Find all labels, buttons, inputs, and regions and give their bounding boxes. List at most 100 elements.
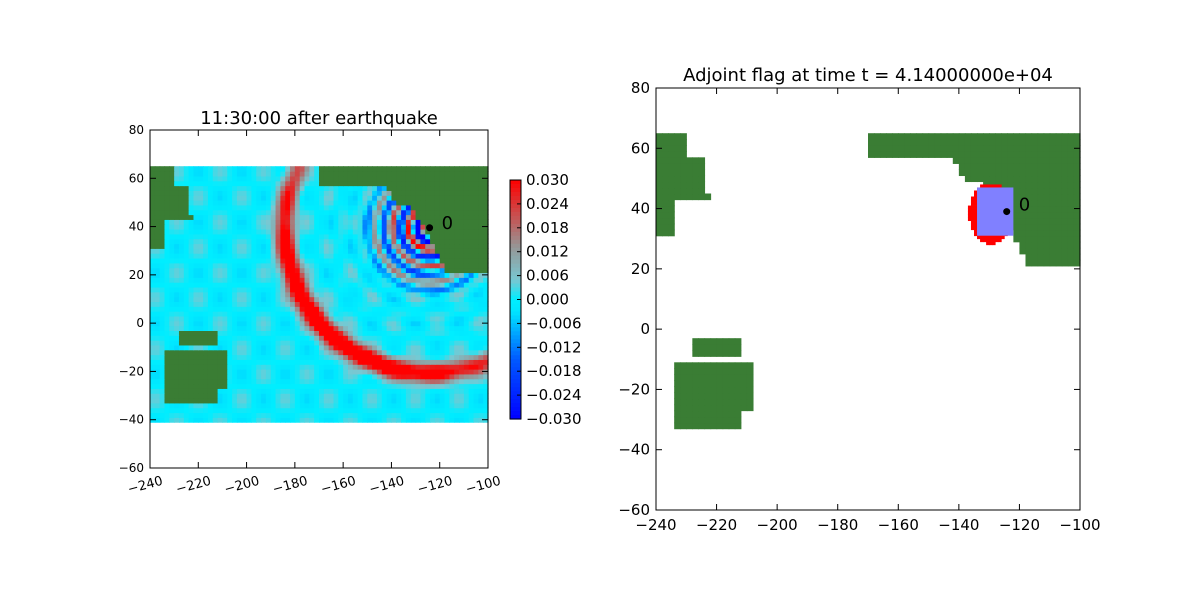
land-cell	[1019, 145, 1027, 152]
water-cell	[328, 204, 335, 211]
water-cell	[280, 306, 286, 312]
water-cell	[227, 272, 233, 278]
water-cell	[328, 200, 335, 206]
water-cell	[381, 267, 388, 274]
water-cell	[299, 291, 306, 298]
water-cell	[439, 359, 446, 365]
water-cell	[178, 306, 185, 312]
water-cell	[222, 238, 228, 245]
water-cell	[357, 364, 364, 370]
water-cell	[241, 407, 248, 414]
water-cell	[405, 233, 412, 240]
water-cell	[232, 238, 238, 245]
water-cell	[347, 267, 354, 274]
land-cell	[391, 175, 397, 182]
colorbar-segment	[510, 207, 521, 213]
land-cell	[391, 180, 397, 187]
water-cell	[246, 248, 252, 254]
water-cell	[193, 195, 199, 201]
water-cell	[425, 325, 431, 331]
water-cell	[333, 195, 339, 201]
water-cell	[459, 407, 465, 414]
water-cell	[444, 306, 450, 312]
water-cell	[304, 228, 310, 235]
water-cell	[444, 407, 450, 414]
water-cell	[241, 228, 248, 235]
land-cell	[338, 171, 344, 177]
water-cell	[183, 238, 190, 245]
water-cell	[352, 364, 359, 370]
water-cell	[468, 296, 475, 303]
land-cell	[473, 243, 479, 249]
water-cell	[270, 393, 277, 399]
land-cell	[668, 139, 675, 146]
x-tick-label: −200	[757, 516, 798, 534]
water-cell	[285, 195, 291, 201]
land-cell	[439, 171, 446, 177]
land-cell	[439, 253, 446, 259]
water-cell	[280, 214, 286, 220]
flag-cell	[974, 205, 978, 209]
land-cell	[1013, 133, 1021, 140]
water-cell	[227, 369, 233, 375]
water-cell	[396, 393, 402, 399]
x-tick-label: −140	[368, 474, 406, 498]
land-cell	[1013, 187, 1021, 195]
water-cell	[154, 378, 161, 385]
water-cell	[420, 325, 426, 331]
water-cell	[154, 262, 161, 269]
water-cell	[217, 253, 224, 259]
water-cell	[362, 383, 368, 389]
water-cell	[246, 340, 252, 346]
water-cell	[236, 296, 243, 303]
water-cell	[372, 388, 378, 394]
water-cell	[290, 349, 296, 356]
land-cell	[686, 368, 693, 375]
land-cell	[463, 166, 470, 172]
water-cell	[251, 417, 257, 423]
land-cell	[710, 338, 718, 345]
water-cell	[169, 238, 175, 245]
water-cell	[478, 407, 484, 414]
water-cell	[391, 224, 397, 230]
water-cell	[381, 301, 388, 307]
water-cell	[270, 369, 277, 375]
land-cell	[904, 139, 911, 146]
water-cell	[207, 190, 214, 196]
water-cell	[251, 166, 257, 172]
water-cell	[381, 378, 388, 385]
water-cell	[415, 330, 421, 336]
water-cell	[275, 185, 281, 191]
water-cell	[207, 301, 214, 307]
water-cell	[270, 209, 277, 216]
water-cell	[381, 224, 388, 230]
water-cell	[154, 402, 161, 409]
water-cell	[309, 417, 315, 423]
water-cell	[328, 311, 335, 317]
water-cell	[444, 315, 450, 322]
water-cell	[425, 248, 431, 254]
water-cell	[454, 359, 460, 365]
water-cell	[338, 204, 344, 211]
water-cell	[174, 277, 180, 283]
water-cell	[246, 388, 252, 394]
water-cell	[183, 267, 190, 274]
water-cell	[444, 330, 450, 336]
water-cell	[265, 257, 272, 264]
water-cell	[241, 369, 248, 375]
water-cell	[314, 228, 320, 235]
land-cell	[686, 175, 693, 183]
water-cell	[159, 407, 166, 414]
water-cell	[241, 412, 248, 418]
land-cell	[154, 219, 161, 225]
water-cell	[314, 383, 320, 389]
water-cell	[396, 325, 402, 331]
land-cell	[217, 369, 224, 375]
water-cell	[309, 364, 315, 370]
water-cell	[430, 315, 436, 322]
water-cell	[439, 344, 446, 351]
water-cell	[174, 228, 180, 235]
water-cell	[357, 320, 364, 327]
land-cell	[207, 397, 214, 404]
land-cell	[430, 209, 436, 216]
